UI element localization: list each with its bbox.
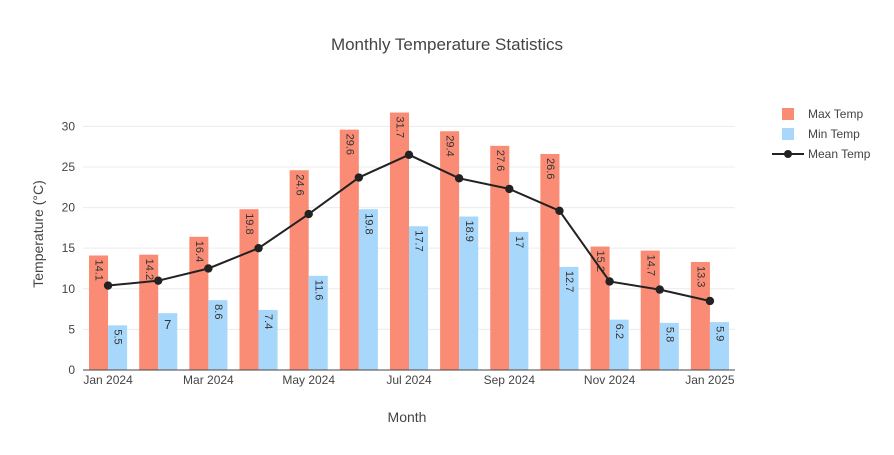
max-temp-bar[interactable]	[590, 246, 610, 370]
mean-temp-point[interactable]	[655, 285, 664, 294]
bar-data-label: 5.9	[714, 326, 726, 341]
x-tick-label: Jul 2024	[386, 373, 432, 387]
legend-swatch	[782, 128, 794, 140]
bar-data-label: 26.6	[544, 158, 556, 179]
min-temp-bar[interactable]	[258, 309, 278, 370]
mean-temp-point[interactable]	[304, 209, 313, 219]
legend-swatch	[782, 108, 794, 120]
bar-data-label: 29.4	[444, 135, 456, 156]
y-tick-label: 0	[68, 363, 75, 377]
y-tick-label: 5	[68, 322, 75, 336]
bar-data-label: 31.7	[394, 117, 406, 138]
axis-layer: 0 5 10 15 20 25 30 Jan 2024 Mar 2024 May 2024 Jul …	[62, 119, 735, 387]
x-tick-label: May 2024	[282, 373, 335, 387]
bar-data-label: 29.6	[343, 134, 355, 155]
min-temp-bar[interactable]	[559, 266, 579, 370]
bar-data-label: 14.1	[93, 259, 105, 280]
min-temp-bar[interactable]	[358, 209, 378, 370]
bar-data-label: 16.4	[193, 241, 205, 262]
legend-item[interactable]: Min Temp	[782, 127, 860, 141]
y-tick-label: 25	[62, 160, 76, 174]
bar-data-label: 17.7	[413, 230, 425, 251]
max-temp-bar[interactable]	[389, 112, 409, 370]
min-temp-bar[interactable]	[509, 231, 529, 370]
bar-data-label: 17	[513, 236, 525, 248]
y-tick-label: 10	[62, 282, 76, 296]
max-temp-bar[interactable]	[89, 255, 109, 370]
max-temp-bar[interactable]	[640, 250, 660, 370]
mean-temp-point[interactable]	[354, 173, 364, 182]
mean-temp-point[interactable]	[154, 276, 163, 285]
bar-data-label: 18.9	[463, 221, 475, 242]
legend-item[interactable]: Max Temp	[782, 107, 863, 121]
max-temp-bar[interactable]	[490, 145, 510, 370]
bar-data-label: 7.4	[262, 314, 274, 329]
bar-data-label: 5.5	[112, 329, 124, 344]
min-temp-bar[interactable]	[459, 216, 479, 370]
bar-data-label: 5.8	[663, 327, 675, 342]
mean-temp-point[interactable]	[103, 281, 113, 290]
y-tick-label: 15	[62, 241, 76, 255]
line-layer	[103, 150, 715, 306]
x-tick-label: Jan 2024	[83, 373, 133, 387]
max-temp-bar[interactable]	[339, 129, 359, 370]
mean-temp-point[interactable]	[454, 174, 464, 183]
chart-title: Monthly Temperature Statistics	[331, 35, 563, 54]
legend[interactable]: Max Temp Min Temp Mean Temp	[772, 107, 871, 161]
max-temp-bar[interactable]	[289, 170, 309, 370]
bar-data-label: 27.6	[494, 150, 506, 171]
max-temp-bar[interactable]	[440, 131, 460, 370]
max-temp-bar[interactable]	[690, 261, 710, 370]
min-temp-bar[interactable]	[609, 319, 629, 370]
bar-data-label: 11.6	[312, 280, 324, 301]
legend-item[interactable]: Mean Temp	[772, 147, 871, 161]
x-tick-label: Jan 2025	[685, 373, 735, 387]
bar-data-label: 6.2	[613, 324, 625, 339]
mean-temp-point[interactable]	[404, 150, 414, 159]
bar-data-label: 15.2	[594, 251, 606, 272]
bar-data-label: 24.6	[293, 174, 305, 195]
mean-temp-point[interactable]	[705, 296, 715, 306]
bar-data-label: 14.2	[143, 259, 155, 280]
bar-data-label: 19.8	[362, 213, 374, 234]
min-temp-bar[interactable]	[308, 275, 328, 370]
max-temp-bar[interactable]	[540, 153, 560, 370]
min-temp-bar[interactable]	[659, 322, 679, 370]
legend-label: Max Temp	[808, 107, 863, 121]
legend-marker	[784, 150, 792, 158]
bar-data-label: 13.3	[694, 266, 706, 287]
mean-temp-point[interactable]	[505, 184, 514, 194]
bar-data-label: 8.6	[212, 304, 224, 319]
x-tick-label: Nov 2024	[584, 373, 636, 387]
legend-label: Mean Temp	[808, 147, 871, 161]
bar-data-label: 7	[164, 317, 171, 332]
y-axis-title: Temperature (°C)	[30, 180, 46, 288]
min-temp-bar[interactable]	[208, 300, 228, 370]
bar-data-label: 14.7	[644, 255, 656, 276]
mean-temp-point[interactable]	[555, 206, 564, 216]
x-tick-label: Sep 2024	[484, 373, 536, 387]
min-temp-bar[interactable]	[709, 322, 729, 370]
mean-temp-point[interactable]	[605, 277, 614, 286]
bar-data-label: 12.7	[563, 271, 575, 292]
legend-label: Min Temp	[808, 127, 860, 141]
bar-data-label: 19.8	[243, 213, 255, 234]
min-temp-bar[interactable]	[158, 313, 178, 370]
min-temp-bar[interactable]	[409, 226, 429, 370]
x-axis-title: Month	[388, 409, 427, 425]
mean-temp-point[interactable]	[254, 243, 263, 253]
max-temp-bar[interactable]	[139, 254, 159, 370]
y-tick-label: 30	[62, 119, 76, 133]
y-tick-label: 20	[62, 201, 76, 215]
min-temp-bar[interactable]	[108, 325, 128, 370]
mean-temp-point[interactable]	[204, 264, 213, 273]
x-tick-label: Mar 2024	[183, 373, 234, 387]
